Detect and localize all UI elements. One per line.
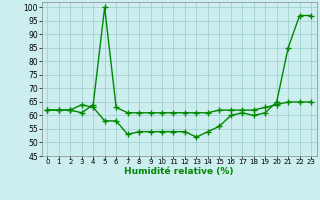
X-axis label: Humidité relative (%): Humidité relative (%) bbox=[124, 167, 234, 176]
